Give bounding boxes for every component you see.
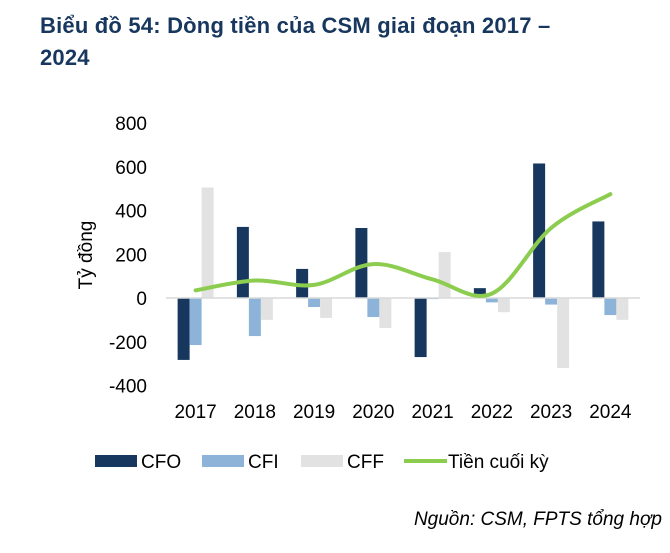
bar-cfo-2022 xyxy=(473,288,486,298)
chart-title-line-1: Biểu đồ 54: Dòng tiền của CSM giai đoạn … xyxy=(40,13,551,38)
x-tick-label: 2024 xyxy=(589,402,632,423)
y-tick-label: 0 xyxy=(136,289,147,310)
x-tick-label: 2021 xyxy=(411,402,453,423)
bar-cff-2024 xyxy=(616,298,629,320)
x-tick-label: 2020 xyxy=(352,402,394,423)
legend-item-cfi: CFI xyxy=(202,452,279,473)
bar-cfo-2023 xyxy=(533,163,546,298)
bar-cff-2020 xyxy=(379,298,392,328)
bar-cfi-2024 xyxy=(604,298,617,316)
bar-cff-2023 xyxy=(557,298,570,368)
legend-swatch xyxy=(301,455,343,467)
x-tick-label: 2019 xyxy=(293,402,335,423)
bar-cfo-2024 xyxy=(592,221,605,298)
bar-cfi-2022 xyxy=(485,298,498,303)
bars-group xyxy=(177,163,629,368)
bar-cfo-2018 xyxy=(236,226,249,298)
bar-cff-2018 xyxy=(260,298,273,320)
x-tick-label: 2018 xyxy=(234,402,276,423)
bar-cfo-2021 xyxy=(414,298,427,358)
legend-item-tien-cuoi-ky: Tiền cuối kỳ xyxy=(404,452,549,473)
bar-cfo-2020 xyxy=(355,228,368,298)
legend-label: CFI xyxy=(248,452,279,473)
legend-label: CFF xyxy=(347,452,384,473)
legend-swatch xyxy=(95,455,137,467)
y-tick-labels: 800 600 400 200 0 -200 -400 xyxy=(109,114,147,398)
bar-cfo-2017 xyxy=(177,298,190,360)
y-tick-label: -400 xyxy=(109,377,147,398)
source-note: Nguồn: CSM, FPTS tổng hợp xyxy=(413,509,662,530)
x-tick-label: 2017 xyxy=(174,402,216,423)
legend-item-cff: CFF xyxy=(301,452,384,473)
bar-cff-2019 xyxy=(320,298,333,318)
y-tick-label: -200 xyxy=(109,333,147,354)
legend-item-cfo: CFO xyxy=(95,452,181,473)
y-tick-label: 600 xyxy=(115,158,147,179)
bar-cfi-2017 xyxy=(189,298,202,346)
bar-cfi-2018 xyxy=(248,298,261,337)
y-axis-label: Tỷ đồng xyxy=(76,221,97,290)
y-tick-label: 400 xyxy=(115,202,147,223)
legend-swatch xyxy=(202,455,244,467)
x-tick-labels: 2017 2018 2019 2020 2021 2022 2023 2024 xyxy=(174,402,631,423)
x-tick-label: 2023 xyxy=(530,402,572,423)
legend-label: Tiền cuối kỳ xyxy=(448,452,549,473)
series-line-tien-cuoi-ky xyxy=(193,192,613,298)
legend: CFO CFI CFF Tiền cuối kỳ xyxy=(95,452,549,473)
bar-cfi-2020 xyxy=(367,298,380,318)
x-tick-label: 2022 xyxy=(471,402,513,423)
chart-title: Biểu đồ 54: Dòng tiền của CSM giai đoạn … xyxy=(40,10,670,74)
bar-cfi-2019 xyxy=(308,298,321,307)
legend-label: CFO xyxy=(141,452,181,473)
y-tick-label: 800 xyxy=(115,114,147,135)
bar-cff-2022 xyxy=(497,298,510,313)
bar-cff-2017 xyxy=(201,187,214,298)
y-tick-label: 200 xyxy=(115,245,147,266)
chart-title-line-2: 2024 xyxy=(40,45,90,70)
bar-cfi-2023 xyxy=(545,298,558,305)
bar-cff-2021 xyxy=(438,252,451,298)
